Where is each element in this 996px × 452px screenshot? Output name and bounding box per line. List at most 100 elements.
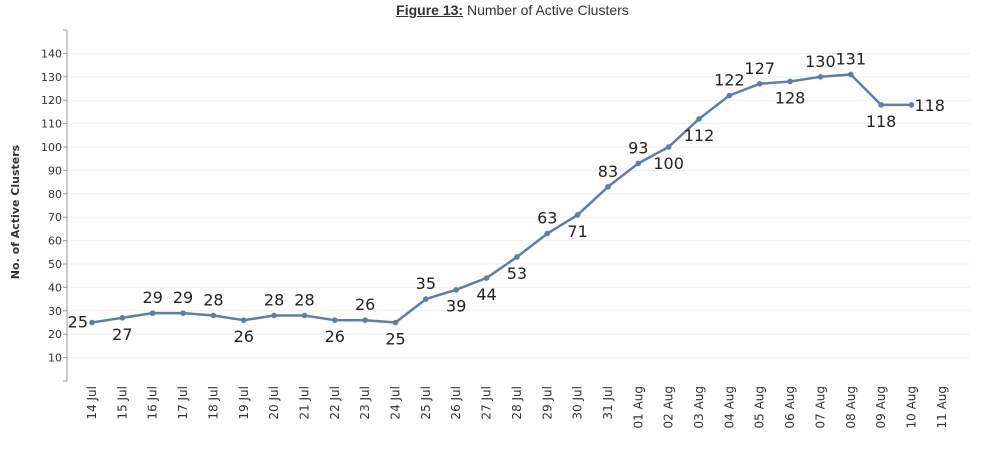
data-point: [453, 286, 460, 293]
y-tick-label: 30: [48, 305, 62, 318]
x-tick-label: 16 Jul: [146, 386, 160, 420]
data-point: [423, 296, 429, 302]
data-point: [180, 310, 186, 316]
y-tick-label: 20: [48, 328, 62, 341]
data-label: 112: [684, 126, 715, 145]
figure-label: Figure 13:: [396, 2, 464, 18]
x-tick-label: 29 Jul: [540, 386, 554, 420]
data-point: [878, 102, 884, 108]
data-point: [119, 315, 126, 321]
data-point: [392, 319, 399, 326]
x-tick-label: 05 Aug: [753, 386, 767, 429]
data-point: [332, 317, 338, 323]
data-label: 28: [294, 290, 314, 309]
data-label: 27: [112, 325, 132, 344]
data-point: [665, 144, 672, 150]
data-label: 26: [234, 327, 254, 346]
data-label: 28: [203, 290, 223, 309]
x-tick-label: 06 Aug: [783, 386, 797, 429]
x-tick-label: 10 Aug: [904, 386, 918, 429]
data-point: [362, 317, 368, 323]
data-label: 29: [143, 288, 163, 307]
x-tick-label: 07 Aug: [813, 386, 827, 429]
y-tick-label: 140: [41, 47, 62, 60]
x-tick-label: 11 Aug: [935, 386, 949, 429]
data-label: 29: [173, 288, 193, 307]
data-label: 118: [866, 112, 897, 131]
data-point: [514, 254, 520, 260]
data-label: 127: [744, 59, 775, 78]
x-tick-label: 08 Aug: [844, 386, 858, 429]
x-tick-label: 04 Aug: [722, 386, 736, 429]
x-tick-label: 27 Jul: [480, 386, 494, 420]
y-tick-label: 10: [48, 352, 62, 365]
data-label: 122: [714, 71, 745, 90]
series-path: [91, 73, 912, 324]
x-tick-label: 28 Jul: [510, 386, 524, 420]
data-label: 44: [476, 285, 496, 304]
data-point: [271, 312, 277, 319]
y-tick-label: 120: [41, 94, 62, 107]
data-point: [696, 116, 702, 122]
x-tick-label: 20 Jul: [267, 386, 281, 420]
x-axis: 14 Jul 15 Jul 16 Jul 17 Jul 18 Jul 19 Jul 20 J…: [85, 386, 949, 429]
data-point: [605, 183, 611, 190]
data-labels: 25 27 29 29 28 26 28 28 26 26 25 35 39 44 53 63 71 83 93 10…: [68, 49, 945, 348]
y-tick-label: 50: [48, 258, 62, 271]
data-label: 130: [805, 52, 836, 71]
data-point: [574, 212, 581, 218]
data-label: 26: [355, 295, 375, 314]
data-point: [301, 312, 308, 319]
data-label: 93: [628, 138, 648, 157]
data-label: 26: [325, 327, 345, 346]
data-label: 53: [507, 264, 527, 283]
data-label: 118: [914, 96, 945, 115]
data-point: [240, 317, 247, 323]
data-point: [787, 78, 793, 85]
y-axis-label: No. of Active Clusters: [9, 144, 22, 279]
data-point: [544, 230, 551, 237]
y-tick-label: 90: [48, 164, 62, 177]
chart-title: Figure 13: Number of Active Clusters: [0, 2, 996, 18]
y-axis: 10 20 30 40 50 60 70 80 90 100 110 120 130 140: [41, 29, 68, 382]
data-point: [149, 310, 156, 316]
x-tick-label: 15 Jul: [115, 386, 129, 420]
y-tick-label: 110: [41, 118, 62, 131]
data-label: 39: [446, 297, 466, 316]
x-tick-label: 21 Jul: [297, 386, 311, 420]
data-label: 25: [68, 313, 88, 332]
data-label: 71: [567, 222, 587, 241]
data-point: [483, 275, 490, 281]
y-tick-label: 60: [48, 235, 62, 248]
x-tick-label: 01 Aug: [631, 386, 645, 429]
y-tick-label: 80: [48, 188, 62, 201]
data-point: [635, 160, 642, 167]
data-point: [847, 71, 854, 78]
y-tick-label: 100: [41, 141, 62, 154]
x-tick-label: 26 Jul: [449, 386, 463, 420]
y-tick-label: 40: [48, 281, 62, 294]
data-label: 25: [385, 330, 405, 349]
data-point: [756, 81, 763, 87]
x-tick-label: 09 Aug: [874, 386, 888, 429]
data-label: 35: [416, 274, 436, 293]
x-tick-label: 17 Jul: [176, 386, 190, 420]
x-tick-label: 25 Jul: [419, 386, 433, 420]
x-tick-label: 31 Jul: [601, 386, 615, 420]
data-label: 28: [264, 290, 284, 309]
data-point: [908, 102, 915, 108]
x-tick-label: 23 Jul: [358, 386, 372, 420]
x-tick-label: 14 Jul: [85, 386, 99, 420]
series-line: [91, 73, 912, 324]
x-tick-label: 03 Aug: [692, 386, 706, 429]
data-label: 128: [775, 88, 806, 107]
x-tick-label: 22 Jul: [328, 386, 342, 420]
data-point: [210, 312, 217, 319]
x-tick-label: 02 Aug: [662, 386, 676, 429]
x-tick-label: 24 Jul: [389, 386, 403, 420]
data-label: 83: [598, 162, 618, 181]
data-label: 63: [537, 209, 557, 228]
gridlines: [67, 52, 970, 359]
data-point: [817, 74, 824, 80]
